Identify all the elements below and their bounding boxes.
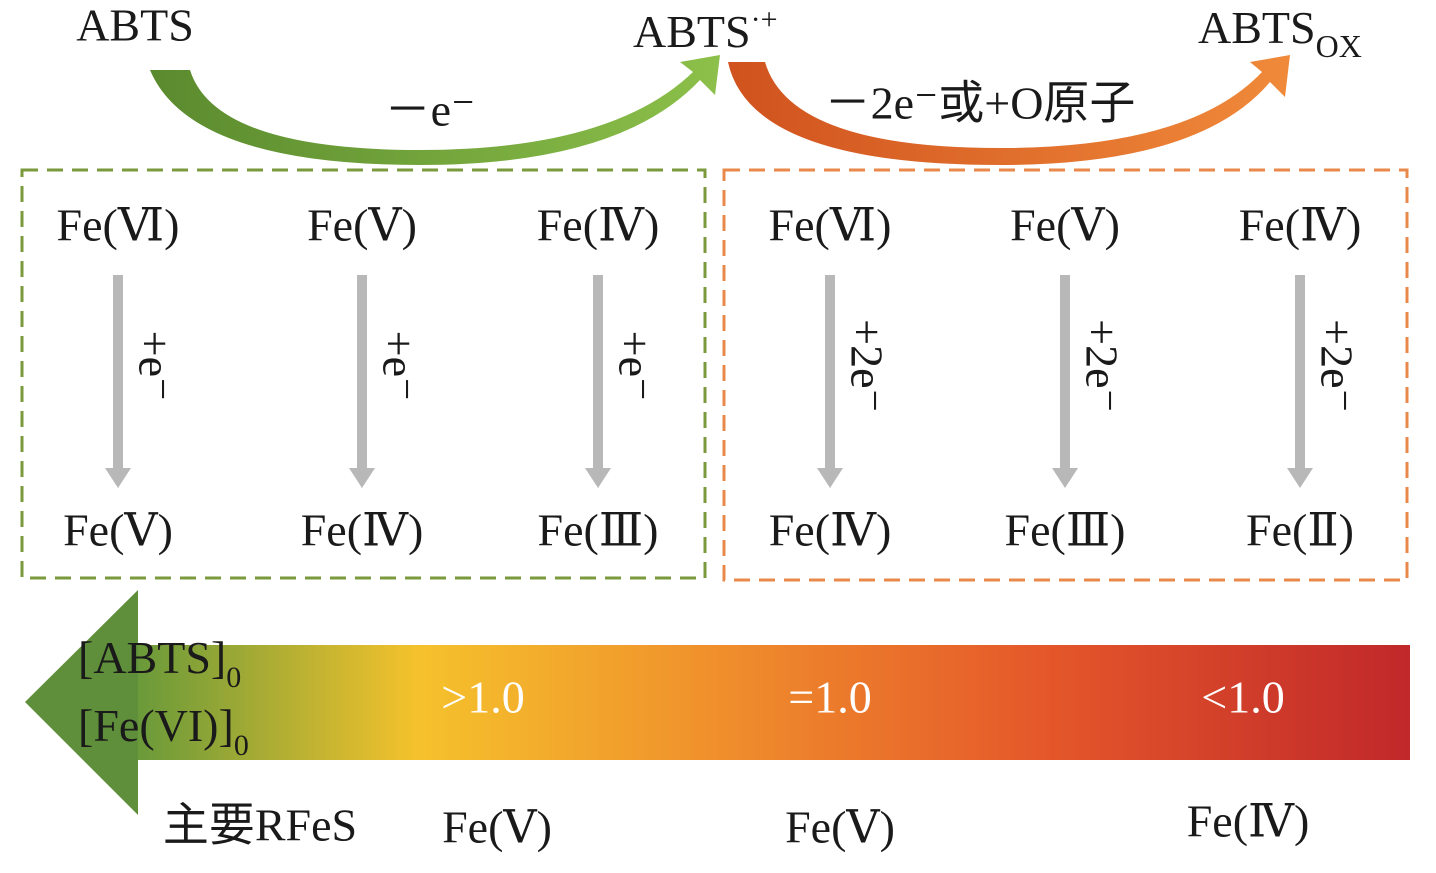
from-state: Fe(Ⅴ) <box>1010 200 1120 251</box>
denominator-base: [Fe(VI)] <box>78 700 234 751</box>
species: Fe(Ⅳ) <box>1187 796 1310 847</box>
reduction-arrow <box>593 275 603 470</box>
numerator-base: [ABTS] <box>78 632 226 683</box>
reduction-arrowhead <box>817 468 843 488</box>
reduction-arrowhead <box>1052 468 1078 488</box>
ratio-denominator: [Fe(VI)]0 <box>78 700 249 762</box>
numerator-sub: 0 <box>226 661 241 694</box>
level: >1.0 <box>441 672 524 723</box>
oxidized: ABTSOX <box>1198 2 1362 65</box>
to-state: Fe(Ⅴ) <box>63 505 173 556</box>
arrow-step1 <box>150 55 720 165</box>
denominator-sub: 0 <box>234 729 249 762</box>
to-state: Fe(Ⅲ) <box>1005 505 1126 556</box>
reduction-arrow <box>1295 275 1305 470</box>
left-panel-box <box>20 168 707 580</box>
to-state: Fe(Ⅲ) <box>538 505 659 556</box>
reduction-arrow <box>113 275 123 470</box>
reduction-arrow <box>357 275 367 470</box>
from-state: Fe(Ⅵ) <box>769 200 892 251</box>
reduction-arrowhead <box>349 468 375 488</box>
from-state: Fe(Ⅴ) <box>307 200 417 251</box>
reduction-arrow <box>1060 275 1070 470</box>
arrow-step2 <box>728 55 1290 165</box>
arrow-label: +2e⁻ <box>841 319 892 413</box>
step1-label: －e⁻ <box>385 85 476 136</box>
from-state: Fe(Ⅵ) <box>57 200 180 251</box>
radical: ABTS·+ <box>633 3 778 57</box>
from-state: Fe(Ⅳ) <box>537 200 660 251</box>
level: =1.0 <box>788 672 871 723</box>
arrow-label: +2e⁻ <box>1076 319 1127 413</box>
from-state: Fe(Ⅳ) <box>1239 200 1362 251</box>
level: <1.0 <box>1201 672 1284 723</box>
to-state: Fe(Ⅳ) <box>769 505 892 556</box>
radical-base: ABTS <box>633 6 751 57</box>
species: Fe(Ⅴ) <box>442 802 552 853</box>
reactant: ABTS <box>76 0 194 51</box>
oxidized-base: ABTS <box>1198 2 1316 53</box>
to-state: Fe(Ⅳ) <box>301 505 424 556</box>
arrow-label: +2e⁻ <box>1311 319 1362 413</box>
arrow-label: +e⁻ <box>129 331 180 402</box>
ratio-numerator: [ABTS]0 <box>78 632 241 694</box>
reduction-arrowhead <box>105 468 131 488</box>
ratio-arrowhead <box>25 590 138 815</box>
panels: Fe(Ⅵ) +e⁻ Fe(Ⅴ) Fe(Ⅴ) +e⁻ Fe(Ⅳ) Fe(Ⅳ) +e⁻ Fe(Ⅲ) F… <box>57 200 1363 556</box>
arrow-label: +e⁻ <box>609 331 660 402</box>
species-label: 主要RFeS <box>163 800 357 851</box>
radical-sup: ·+ <box>751 3 778 36</box>
arrow-label: +e⁻ <box>373 331 424 402</box>
species: Fe(Ⅴ) <box>785 802 895 853</box>
right-panel-box <box>722 168 1409 582</box>
step2-label: －2e⁻或+O原子 <box>825 78 1136 129</box>
reduction-arrowhead <box>585 468 611 488</box>
to-state: Fe(Ⅱ) <box>1246 505 1354 556</box>
ratio-bar <box>138 645 1410 760</box>
oxidized-sub: OX <box>1316 28 1362 64</box>
reduction-arrowhead <box>1287 468 1313 488</box>
reduction-arrow <box>825 275 835 470</box>
